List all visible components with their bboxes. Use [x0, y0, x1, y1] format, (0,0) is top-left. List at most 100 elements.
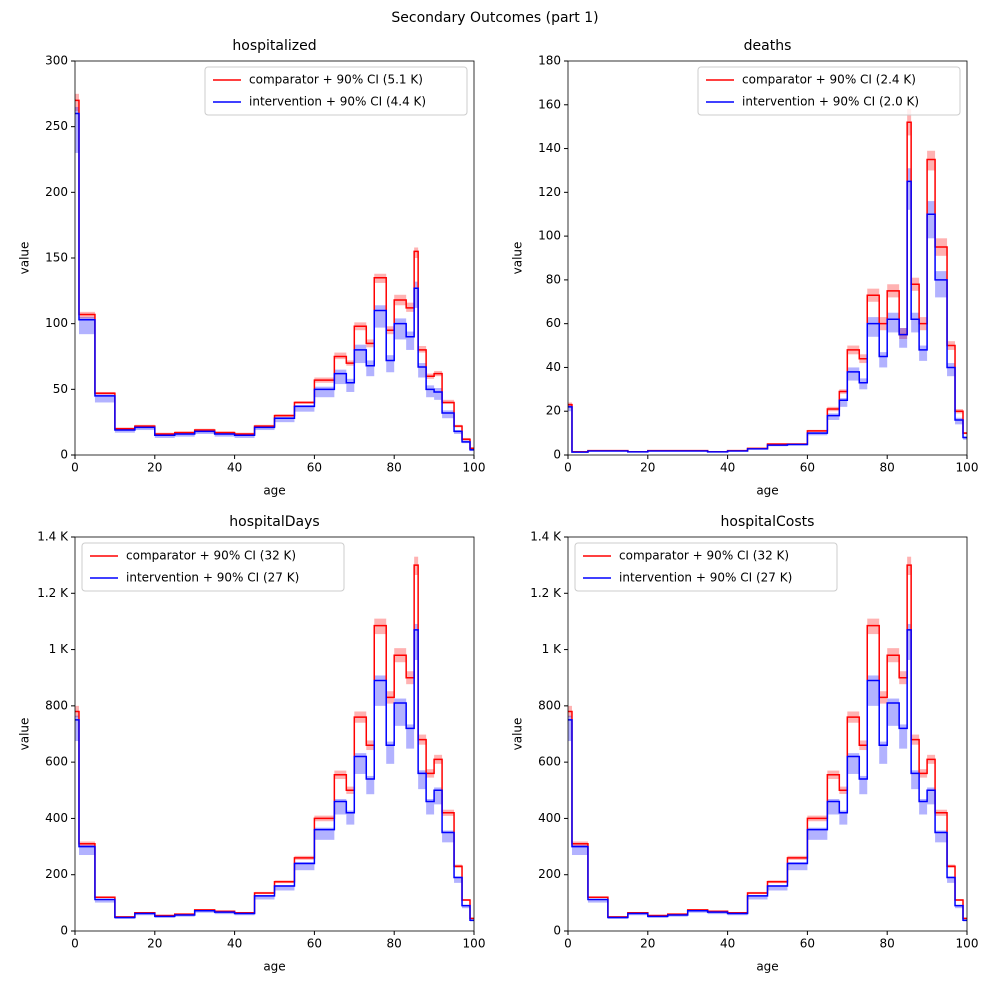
- x-tick-label: 60: [307, 937, 322, 951]
- y-tick-label: 300: [45, 54, 68, 68]
- ci-band: [887, 312, 900, 333]
- y-tick-label: 50: [53, 382, 68, 396]
- y-tick-label: 100: [538, 229, 561, 243]
- ci-band: [955, 905, 964, 909]
- y-tick-label: 20: [546, 404, 561, 418]
- legend-label: comparator + 90% CI (32 K): [126, 549, 296, 563]
- ci-band: [194, 910, 215, 913]
- x-tick-label: 100: [956, 937, 979, 951]
- y-tick-label: 1 K: [542, 642, 562, 656]
- ci-band: [394, 318, 407, 340]
- ci-band: [75, 106, 79, 153]
- ci-band: [294, 405, 315, 412]
- ci-band: [707, 911, 728, 915]
- ci-band: [907, 168, 912, 210]
- ci-band: [927, 201, 936, 239]
- ci-band: [568, 404, 572, 412]
- ci-band: [807, 827, 828, 840]
- x-tick-label: 100: [956, 461, 979, 475]
- ci-band: [867, 675, 880, 706]
- ci-band: [907, 623, 912, 660]
- panel-title: deaths: [744, 38, 792, 54]
- y-tick-label: 200: [45, 185, 68, 199]
- ci-band: [346, 378, 355, 392]
- series-line: [568, 629, 967, 922]
- figure-title: Secondary Outcomes (part 1): [391, 10, 598, 26]
- y-tick-label: 1 K: [49, 642, 69, 656]
- ci-band: [294, 862, 315, 871]
- plot-area: [75, 556, 474, 922]
- ci-band: [442, 410, 455, 419]
- y-tick-label: 150: [45, 251, 68, 265]
- ci-band: [426, 385, 435, 398]
- series-line: [568, 564, 967, 920]
- ci-band: [955, 417, 964, 425]
- axes-frame: [567, 536, 968, 932]
- y-tick-label: 200: [538, 867, 561, 881]
- ci-band: [366, 360, 375, 377]
- x-tick-label: 40: [227, 937, 242, 951]
- y-tick-label: 400: [538, 811, 561, 825]
- ci-band: [354, 344, 367, 364]
- y-tick-label: 600: [45, 755, 68, 769]
- legend-box: [204, 66, 468, 116]
- panel-title: hospitalized: [232, 38, 316, 54]
- y-tick-label: 40: [546, 360, 561, 374]
- ci-band: [587, 898, 608, 903]
- legend-box: [697, 66, 961, 116]
- ci-band: [847, 367, 860, 381]
- y-tick-label: 600: [538, 755, 561, 769]
- ci-band: [919, 345, 928, 361]
- y-tick-label: 0: [60, 448, 68, 462]
- ci-band: [442, 830, 455, 843]
- ci-band: [911, 312, 920, 333]
- ci-band: [94, 394, 115, 403]
- series-line: [568, 180, 967, 453]
- ci-band: [927, 150, 936, 171]
- ci-band: [414, 623, 419, 660]
- series-line: [75, 629, 474, 922]
- ci-band: [859, 378, 868, 390]
- x-tick-label: 0: [564, 461, 572, 475]
- ci-band: [394, 698, 407, 726]
- legend-label: comparator + 90% CI (5.1 K): [249, 73, 423, 87]
- series-line: [75, 99, 474, 450]
- legend-box: [81, 542, 345, 592]
- ci-band: [274, 885, 295, 891]
- ci-band: [947, 876, 956, 883]
- ci-band: [687, 910, 708, 913]
- ci-band: [462, 905, 471, 909]
- ci-band: [859, 775, 868, 795]
- y-axis-label: value: [511, 718, 525, 751]
- ci-band: [839, 810, 848, 825]
- ci-band: [254, 894, 275, 900]
- panel: 0 20 40 60 80 100 0 200 400 600 800 1 K 1.2 K 1.4 K ho…: [511, 514, 979, 974]
- ci-band: [78, 844, 95, 856]
- x-tick-label: 40: [720, 937, 735, 951]
- ci-band: [314, 827, 335, 840]
- legend-label: intervention + 90% CI (27 K): [619, 571, 792, 585]
- ci-band: [899, 328, 908, 348]
- ci-band: [879, 352, 888, 368]
- ci-band: [887, 698, 900, 726]
- ci-band: [839, 398, 848, 407]
- ci-band: [346, 810, 355, 825]
- x-tick-label: 100: [463, 461, 486, 475]
- legend-label: intervention + 90% CI (27 K): [126, 571, 299, 585]
- x-tick-label: 80: [387, 937, 402, 951]
- ci-band: [418, 770, 427, 790]
- ci-band: [434, 388, 443, 400]
- legend-box: [574, 542, 838, 592]
- ci-band: [374, 675, 387, 706]
- panel: 0 20 40 60 80 100 0 20 40 60 80 100 120 140 160 180 deat…: [511, 38, 979, 498]
- legend-label: comparator + 90% CI (2.4 K): [742, 73, 916, 87]
- legend-label: intervention + 90% CI (2.0 K): [742, 95, 919, 109]
- ci-band: [827, 413, 840, 420]
- ci-band: [386, 355, 395, 373]
- x-tick-label: 100: [463, 937, 486, 951]
- ci-band: [406, 724, 415, 749]
- ci-band: [366, 775, 375, 795]
- legend-label: intervention + 90% CI (4.4 K): [249, 95, 426, 109]
- ci-band: [94, 898, 115, 903]
